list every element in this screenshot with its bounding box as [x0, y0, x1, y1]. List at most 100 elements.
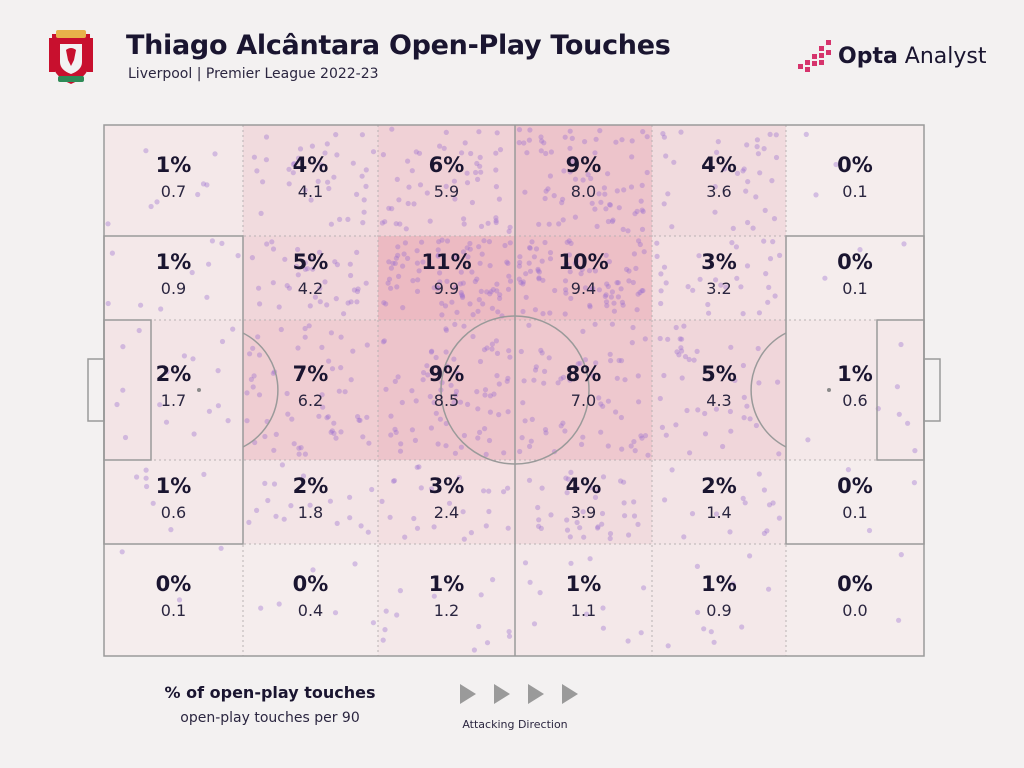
touch-dot	[898, 552, 904, 558]
zone-label: 1% 0.9	[107, 249, 241, 303]
touch-dot	[638, 630, 644, 636]
touch-dot	[766, 284, 772, 290]
touch-dot	[640, 129, 646, 135]
zone-label: 1% 1.2	[380, 571, 514, 625]
touch-dot	[114, 401, 120, 408]
touch-dot	[607, 531, 614, 537]
touch-dot	[580, 434, 586, 440]
heat-cell-bg	[652, 320, 786, 460]
heat-cell-bg	[378, 460, 515, 544]
touch-dot	[189, 269, 195, 276]
touch-dot	[342, 389, 348, 395]
touch-dot	[603, 252, 609, 258]
zone-per90: 1.8	[297, 503, 324, 522]
touch-dot	[718, 282, 724, 288]
touch-dot	[551, 193, 557, 199]
touch-dot	[741, 394, 747, 400]
touch-dot	[476, 623, 482, 630]
touch-dot	[630, 324, 636, 331]
zone-per90: 4.2	[297, 279, 324, 298]
zone-label: 5% 4.3	[652, 361, 786, 415]
touch-dot	[620, 302, 626, 308]
touch-dot	[427, 393, 433, 400]
touch-dot	[306, 323, 312, 329]
touch-dot	[663, 432, 669, 438]
touch-dot	[505, 485, 511, 491]
touch-dot	[490, 287, 496, 293]
touch-dot	[493, 338, 499, 344]
touch-dot	[469, 199, 475, 206]
touch-dot	[276, 304, 282, 310]
touch-dot	[546, 355, 552, 361]
touch-dot	[328, 429, 334, 435]
touch-dot	[286, 166, 292, 172]
touch-dot	[414, 525, 421, 531]
touch-dot	[720, 443, 726, 450]
touch-dot	[163, 419, 170, 425]
touch-dot	[453, 392, 459, 398]
touch-dot	[460, 280, 466, 286]
left-penalty-arc	[242, 332, 279, 448]
touch-dot	[230, 326, 236, 332]
touch-dot	[324, 302, 330, 308]
heat-cell	[378, 544, 515, 656]
touch-dot	[679, 375, 685, 381]
touch-dot	[701, 626, 707, 632]
touch-dot	[341, 311, 347, 317]
touch-dot	[614, 280, 620, 286]
page-title: Thiago Alcântara Open-Play Touches	[126, 30, 671, 61]
touch-dot	[547, 250, 554, 256]
touch-dot	[497, 295, 503, 301]
touch-dot	[620, 226, 626, 232]
touch-dot	[639, 288, 645, 294]
touch-dot	[206, 408, 212, 414]
touch-dot	[539, 138, 545, 144]
touch-dot	[565, 476, 571, 482]
touch-dot	[561, 168, 567, 174]
touch-dot	[776, 451, 782, 457]
touch-dot	[691, 357, 697, 363]
legend-secondary-label: open-play touches per 90	[180, 710, 360, 726]
heat-cell-bg	[243, 320, 378, 460]
zone-label: 0% 0.1	[788, 152, 922, 206]
touch-dot	[380, 339, 386, 345]
touch-dot	[385, 280, 391, 286]
touch-dot	[425, 372, 431, 378]
touch-dot	[542, 239, 548, 246]
touch-dot	[741, 415, 747, 421]
touch-dot	[563, 475, 569, 481]
touch-dot	[148, 203, 154, 210]
touch-dot	[119, 549, 125, 555]
touch-dot	[733, 244, 740, 250]
heat-cell-bg	[786, 460, 924, 544]
touch-dot	[539, 350, 545, 356]
zone-percent: 0%	[292, 572, 329, 596]
heat-cell	[378, 236, 515, 320]
touch-dot	[657, 395, 663, 402]
touch-dot	[456, 475, 462, 481]
touch-dot	[490, 577, 496, 583]
touch-dot	[753, 422, 760, 429]
touch-dot	[105, 300, 111, 307]
touch-dot	[246, 519, 252, 526]
touch-dot	[593, 360, 599, 366]
zone-percent: 0%	[837, 572, 873, 596]
touch-dot	[276, 601, 282, 607]
touch-dot	[452, 450, 458, 456]
touch-dot	[493, 219, 499, 226]
touch-dot	[618, 286, 624, 292]
touch-dot	[742, 500, 748, 506]
touch-dot	[901, 241, 907, 247]
touch-dot	[105, 221, 111, 227]
touch-dot	[587, 485, 593, 491]
touch-dot	[507, 240, 513, 246]
zone-label: 0% 0.1	[107, 571, 241, 625]
touch-dot	[535, 504, 541, 511]
touch-dot	[629, 154, 635, 160]
touch-dot	[480, 301, 486, 307]
touch-dot	[361, 209, 367, 215]
touch-dot	[248, 376, 254, 382]
touch-dot	[566, 238, 572, 244]
touch-dot	[744, 142, 750, 148]
heat-cell	[515, 320, 652, 460]
